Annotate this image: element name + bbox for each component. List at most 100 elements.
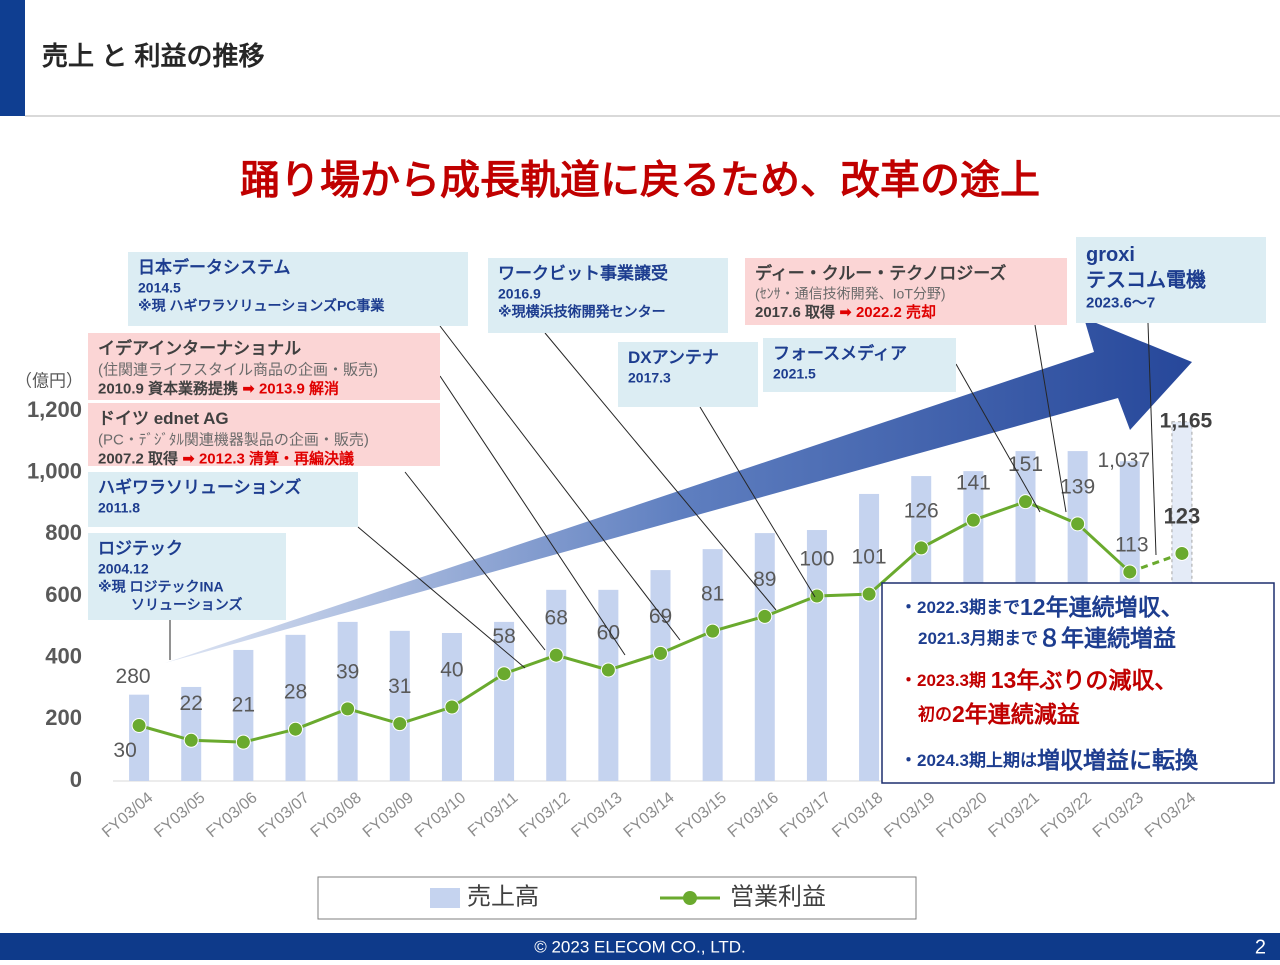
annotation-line: 2021.5 <box>773 365 816 381</box>
line-point <box>444 699 460 715</box>
annotation-text: ➡ 2013.9 解消 <box>242 379 339 397</box>
annotation-text: 2017.3 <box>628 369 671 385</box>
highlight-frame <box>881 582 1275 784</box>
annotation-line: (ｾﾝｻ・通信技術開発、IoT分野) <box>755 285 946 301</box>
annotation-line: 2007.2 取得 ➡ 2012.3 清算・再編決議 <box>98 449 354 467</box>
bar <box>859 493 880 781</box>
line-value-label: 40 <box>440 659 463 682</box>
annotation-text: 日本データシステム <box>138 258 291 278</box>
y-tick-label: 600 <box>45 582 82 607</box>
legend <box>317 876 917 920</box>
annotation-line: DXアンテナ <box>628 349 719 368</box>
line-value-label: 58 <box>492 625 515 648</box>
line-point <box>288 721 303 737</box>
x-tick-label: FY03/15 <box>673 789 730 841</box>
leader-line <box>439 325 681 641</box>
line-point <box>548 647 564 663</box>
annotation-text: ➡ 2022.2 売却 <box>839 303 936 321</box>
line-value-label: 30 <box>113 739 136 762</box>
bar-value-label: 280 <box>116 665 151 688</box>
leader-line <box>1147 322 1157 556</box>
header-accent <box>0 0 25 116</box>
highlight-text: ８年連続増益 <box>1038 625 1176 651</box>
annotation-text: ハギワラソリューションズ <box>98 478 301 498</box>
highlight-text: 12年連続増収、 <box>1020 594 1184 620</box>
line-point <box>340 701 356 717</box>
annotation-line: フォースメディア <box>773 344 907 364</box>
line-point <box>131 718 147 733</box>
annotation-text: 2014.5 <box>138 279 181 295</box>
annotation-line: 2016.9 <box>498 285 541 301</box>
bar <box>285 634 306 781</box>
x-tick-label: FY03/23 <box>1090 789 1147 841</box>
annotation-box <box>488 258 728 333</box>
annotation-text: groxi <box>1086 244 1135 266</box>
highlight-text: 2年連続減益 <box>952 701 1080 727</box>
y-tick-label: 1,000 <box>27 458 82 483</box>
highlight-text: ・2023.3期 <box>900 671 991 690</box>
highlight-line: ・2023.3期 13年ぶりの減収、 <box>900 667 1177 693</box>
annotation-line: 2017.6 取得 ➡ 2022.2 売却 <box>755 303 936 321</box>
legend-label: 営業利益 <box>730 883 826 910</box>
bar <box>650 570 671 781</box>
leader-line <box>699 406 816 598</box>
x-tick-label: FY03/11 <box>465 789 521 840</box>
highlight-box: ・2022.3期まで12年連続増収、 2021.3月期まで８年連続増益・2023.… <box>881 582 1275 784</box>
highlight-line: 2021.3月期まで８年連続増益 <box>918 625 1176 651</box>
x-tick-label: FY03/17 <box>777 789 834 841</box>
x-tick-label: FY03/05 <box>151 789 208 841</box>
page-number: 2 <box>1255 936 1266 958</box>
annotation-text: テスコム電機 <box>1086 269 1206 292</box>
line-point <box>1018 494 1033 510</box>
annotation-text: フォースメディア <box>773 344 907 364</box>
line-point <box>1122 564 1138 580</box>
annotation-text: 2021.5 <box>773 365 816 381</box>
annotation-line: ドイツ ednet AG <box>98 410 229 429</box>
line-point <box>183 732 199 748</box>
annotation-line: 2004.12 <box>98 560 149 576</box>
annotation-box <box>618 342 758 407</box>
footer-bg <box>0 933 1280 960</box>
annotation-box <box>88 472 358 527</box>
annotation-line: ディー・クルー・テクノロジーズ <box>755 264 1006 284</box>
legend-swatch <box>430 888 460 908</box>
annotation-text: ※現 ハギワラソリューションズPC事業 <box>138 297 385 313</box>
annotation-line: ソリューションズ <box>131 596 242 612</box>
highlight-line: ・2022.3期まで12年連続増収、 <box>900 594 1184 620</box>
bar <box>129 694 150 781</box>
annotation-text: イデアインターナショナル <box>98 339 301 359</box>
line-value-label: 28 <box>284 681 307 704</box>
leader-line <box>357 526 526 669</box>
line-point <box>235 734 251 750</box>
annotation-line: groxi <box>1086 244 1135 266</box>
line-value-label: 21 <box>232 694 255 717</box>
x-tick-label: FY03/14 <box>621 789 678 841</box>
line-point <box>496 666 512 682</box>
line-point <box>757 608 773 624</box>
line-value-label: 126 <box>904 499 939 522</box>
x-tick-label: FY03/13 <box>568 789 625 841</box>
highlight-text: ・2022.3期まで <box>900 598 1020 617</box>
y-tick-label: 1,200 <box>27 397 82 422</box>
line-point <box>1070 516 1086 532</box>
annotation-line: ※現横浜技術開発センター <box>498 303 666 319</box>
line-value-label: 89 <box>753 568 776 591</box>
copyright: © 2023 ELECOM CO., LTD. <box>534 937 746 956</box>
line-value-label: 22 <box>180 692 203 715</box>
leader-line <box>439 375 626 656</box>
annotation-line: 2023.6～7 <box>1086 295 1155 312</box>
highlight-line: 初の2年連続減益 <box>918 701 1080 727</box>
header-bg <box>0 0 1280 118</box>
annotation-line: 2011.8 <box>98 499 140 515</box>
line-value-label: 101 <box>852 546 887 569</box>
highlight-text: 増収増益に転換 <box>1037 747 1199 773</box>
leader-line <box>404 471 546 651</box>
annotation-box <box>763 338 956 392</box>
annotation-text: ソリューションズ <box>131 596 242 612</box>
y-tick-label: 800 <box>45 520 82 545</box>
line <box>1129 552 1183 574</box>
bar <box>389 630 410 781</box>
line-point <box>965 512 981 528</box>
line-value-label: 68 <box>545 607 568 630</box>
